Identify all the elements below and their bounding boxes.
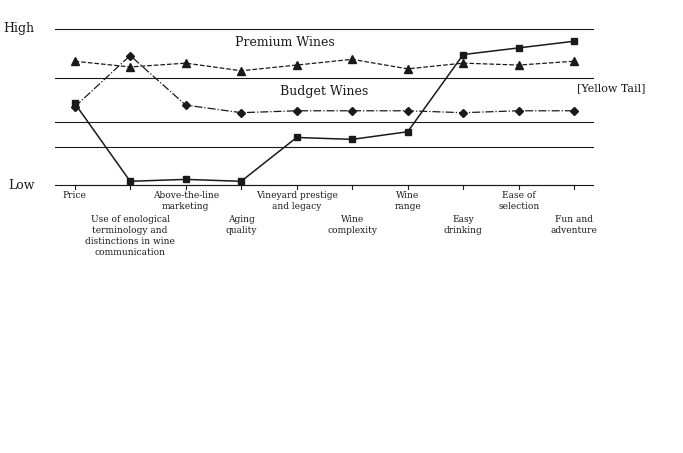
Text: Easy
drinking: Easy drinking <box>444 215 483 235</box>
Text: Fun and
adventure: Fun and adventure <box>550 215 598 235</box>
Text: Budget Wines: Budget Wines <box>280 85 369 98</box>
Text: Price: Price <box>63 191 87 200</box>
Text: Ease of
selection: Ease of selection <box>498 191 540 211</box>
Text: Aging
quality: Aging quality <box>225 215 257 235</box>
Text: Wine
complexity: Wine complexity <box>327 215 377 235</box>
Text: [Yellow Tail]: [Yellow Tail] <box>576 83 645 93</box>
Text: Use of enological
terminology and
distinctions in wine
communication: Use of enological terminology and distin… <box>85 215 175 257</box>
Text: High: High <box>3 22 35 35</box>
Text: Wine
range: Wine range <box>394 191 421 211</box>
Text: Premium Wines: Premium Wines <box>234 36 335 48</box>
Text: Low: Low <box>8 178 35 192</box>
Text: Vineyard prestige
and legacy: Vineyard prestige and legacy <box>255 191 337 211</box>
Text: Above-the-line
marketing: Above-the-line marketing <box>152 191 219 211</box>
